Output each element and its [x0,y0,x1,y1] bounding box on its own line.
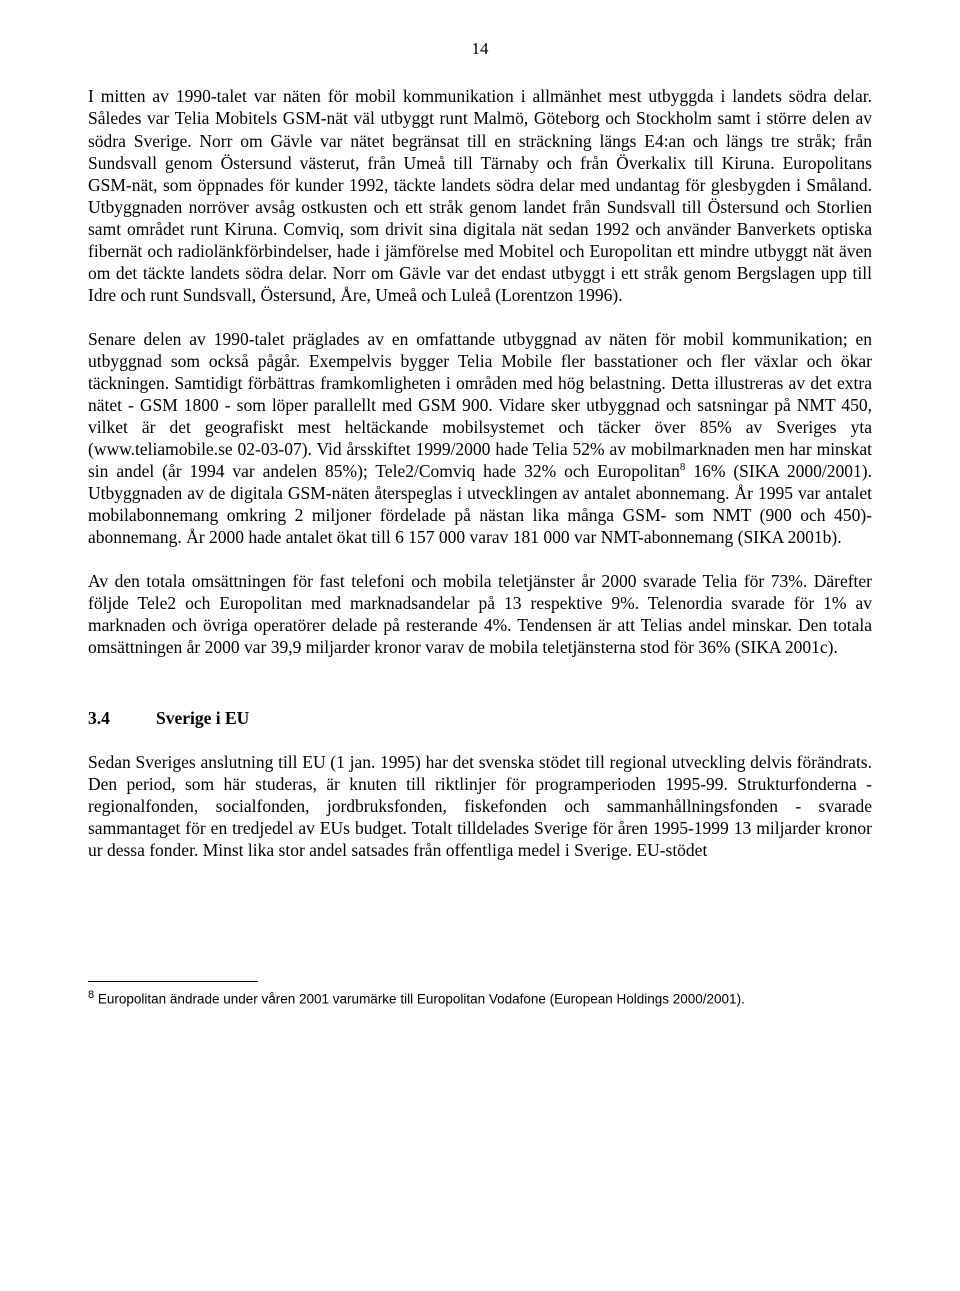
footnote-separator [88,981,258,982]
heading-number: 3.4 [88,707,156,729]
paragraph-2: Senare delen av 1990-talet präglades av … [88,328,872,548]
paragraph-4: Sedan Sveriges anslutning till EU (1 jan… [88,751,872,861]
heading-text: Sverige i EU [156,708,249,728]
paragraph-1: I mitten av 1990-talet var näten för mob… [88,85,872,305]
paragraph-2-text-a: Senare delen av 1990-talet präglades av … [88,329,872,481]
paragraph-3: Av den totala omsättningen för fast tele… [88,570,872,658]
footnote-8: 8 Europolitan ändrade under våren 2001 v… [88,988,872,1008]
document-page: 14 I mitten av 1990-talet var näten för … [0,0,960,1048]
footnote-text: Europolitan ändrade under våren 2001 var… [94,991,745,1006]
section-heading-3-4: 3.4Sverige i EU [88,707,872,729]
page-number: 14 [88,38,872,59]
